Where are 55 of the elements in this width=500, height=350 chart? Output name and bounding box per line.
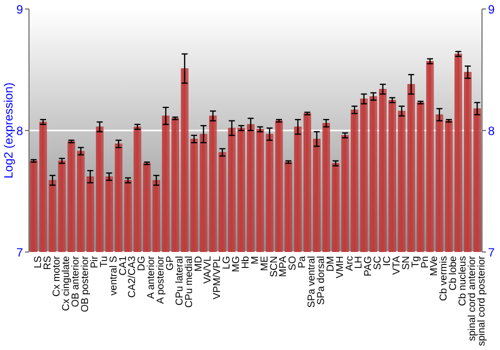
x-tick-label: VPM/VPL [212,256,224,300]
x-tick-label: CPu lateral [174,256,186,306]
x-tick-label: spinal cord anterior [466,255,478,342]
x-tick-label: LH [354,256,365,269]
x-tick-label: spinal cord posterior [476,255,488,346]
x-tick-label: MD [193,256,204,272]
x-tick-label: A posterior [156,255,167,304]
x-tick-label: M [250,256,261,264]
y2-tick-label: 9 [488,2,495,16]
x-tick-label: SO [288,256,299,270]
x-tick-label: OB anterior [70,255,82,308]
x-tick-label: SC [372,256,384,270]
y-tick-label: 8 [16,124,24,138]
x-tick-label: ME [259,256,270,271]
x-tick-label: Pa [297,256,308,268]
x-tick-label: CPu medial [184,256,195,308]
x-tick-label: OB posterior [80,255,92,312]
x-tick-label: Pir [89,255,100,268]
x-tick-label: SPa dorsal [316,256,327,305]
x-tick-label: VTA [391,256,402,275]
x-tick-label: Tg [410,256,422,268]
x-tick-label: DG [136,256,148,271]
y-tick-label: 9 [16,2,24,16]
x-tick-label: CA2/CA3 [127,256,138,298]
x-tick-label: IC [382,256,394,266]
x-tick-label: PAG [363,256,374,276]
x-tick-label: A anterior [146,255,158,299]
x-tick-label: RS [42,256,54,270]
x-tick-label: MG [231,256,242,272]
x-tick-label: Arc [344,256,356,271]
x-tick-label: SN [400,256,412,270]
x-tick-label: VA/VL [202,256,214,284]
x-tick-label: LG [222,256,233,270]
x-tick-label: SCN [268,256,280,278]
x-tick-label: Cb nucleus [458,256,469,306]
x-tick-label: Cx motor [52,255,63,297]
x-tick-label: VMH [334,256,346,278]
y2-tick-label: 7 [488,245,495,260]
x-tick-label: Cb lobe [448,256,460,290]
x-tick-label: DM [325,256,336,272]
x-tick-label: GP [164,256,176,270]
x-tick-label: Cx cingulate [61,256,72,312]
x-tick-label: ventral S [108,256,120,296]
x-tick-label: Tu [98,256,110,268]
x-tick-label: Hb [240,256,252,269]
x-tick-label: MVe [429,256,440,276]
x-tick-label: LS [32,256,44,268]
x-tick-label: SPa ventral [306,256,318,308]
x-tick-label: Cb vermis [438,256,450,302]
y-tick-label: 7 [16,245,24,260]
x-tick-label: MPA [278,256,290,277]
x-tick-label: Pn [420,256,431,268]
y2-tick-label: 8 [488,124,495,138]
x-tick-label: CA1 [118,256,129,276]
y-axis-title: Log2 (expression) [1,82,16,179]
